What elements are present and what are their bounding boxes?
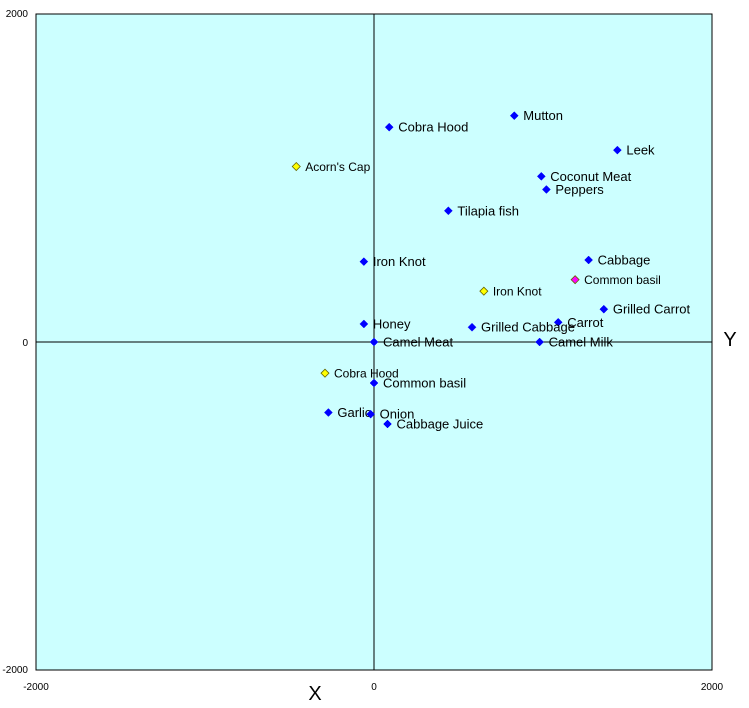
point-label: Grilled Carrot xyxy=(613,302,691,317)
point-marker xyxy=(369,337,379,347)
point-marker xyxy=(366,409,375,419)
y-tick-label-zero: 0 xyxy=(22,338,28,349)
point-label: Carrot xyxy=(567,315,604,330)
point-marker xyxy=(542,185,551,194)
point-label: Acorn's Cap xyxy=(305,160,370,174)
point-marker xyxy=(384,122,394,132)
point-label: Cabbage xyxy=(598,253,651,268)
point-label: Leek xyxy=(626,143,655,158)
point-marker xyxy=(369,378,379,388)
point-marker xyxy=(383,419,392,429)
y-axis-title: Y xyxy=(723,329,736,351)
x-tick-label-zero: 0 xyxy=(371,682,377,693)
x-axis-title: X xyxy=(308,683,321,705)
point-label: Mutton xyxy=(523,108,563,123)
point-label: Common basil xyxy=(584,273,661,287)
x-tick-label-left: -2000 xyxy=(23,682,49,693)
y-tick-label-top: 2000 xyxy=(6,9,29,20)
point-label: Camel Meat xyxy=(383,335,453,350)
point-marker xyxy=(613,145,622,155)
point-marker xyxy=(324,408,333,417)
point-marker xyxy=(291,161,301,172)
point-marker xyxy=(444,206,453,216)
point-marker xyxy=(320,368,330,378)
point-label: Cabbage Juice xyxy=(397,417,484,432)
point-marker xyxy=(359,319,369,329)
point-marker xyxy=(479,286,489,296)
point-label: Cobra Hood xyxy=(398,120,468,135)
x-tick-label-right: 2000 xyxy=(701,682,724,693)
point-label: Garlic xyxy=(337,405,371,420)
point-marker xyxy=(570,275,580,285)
point-marker xyxy=(535,337,544,347)
point-label: Honey xyxy=(373,316,411,331)
point-marker xyxy=(584,255,593,265)
point-label: Tilapia fish xyxy=(457,203,519,218)
data-points: Mutton Cobra Hood Leek Acorn's Cap Coconut M… xyxy=(291,108,691,432)
point-label: Iron Knot xyxy=(493,285,542,299)
point-label: Coconut Meat xyxy=(550,169,631,184)
point-label: Peppers xyxy=(555,182,604,197)
point-label: Iron Knot xyxy=(373,254,426,269)
point-label: Onion xyxy=(380,407,415,422)
point-marker xyxy=(467,322,477,332)
point-label: Cobra Hood xyxy=(334,367,399,381)
point-marker xyxy=(359,257,369,266)
y-tick-label-bottom: -2000 xyxy=(2,665,28,676)
point-label: Camel Milk xyxy=(549,335,614,350)
point-marker xyxy=(536,172,546,181)
point-marker xyxy=(509,111,519,121)
point-marker xyxy=(553,317,563,327)
point-label: Common basil xyxy=(383,376,466,391)
point-label: Grilled Cabbage xyxy=(481,320,575,335)
point-marker xyxy=(599,304,609,314)
